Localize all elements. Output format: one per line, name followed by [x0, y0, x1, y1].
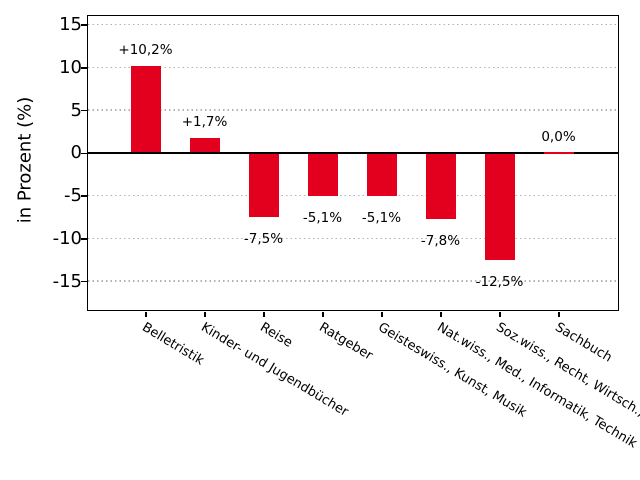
bar [425, 152, 456, 220]
gridline [87, 66, 618, 69]
y-tick-label: 0 [70, 142, 82, 164]
gridline [87, 237, 618, 240]
gridline [87, 109, 618, 111]
y-tick-mark [81, 152, 87, 155]
y-tick-mark [81, 67, 87, 69]
y-tick-label: -5 [64, 185, 82, 207]
value-label: 0,0% [541, 128, 576, 145]
y-tick-label: 5 [70, 99, 82, 121]
x-tick-mark [263, 311, 265, 317]
value-label: -5,1% [361, 210, 402, 227]
y-tick-mark [81, 109, 87, 112]
y-tick-mark [81, 280, 87, 283]
x-tick-mark [440, 311, 442, 317]
y-tick-label: 10 [59, 56, 82, 78]
y-tick-mark [81, 195, 87, 197]
value-label: -7,5% [243, 230, 284, 247]
x-tick-mark [204, 311, 206, 317]
x-tick-mark [381, 311, 383, 317]
plot-area: +10,2% +1,7% -7,5% -5,1% -5,1% -7,8% -12,5% 0,0… [86, 14, 619, 311]
gridline [87, 194, 618, 197]
y-tick-mark [81, 24, 87, 26]
x-tick-mark [558, 311, 560, 317]
bar [248, 152, 279, 217]
value-label: -7,8% [420, 233, 461, 250]
x-tick-mark [145, 311, 147, 317]
bar [307, 152, 338, 197]
y-tick-label: -10 [52, 227, 82, 249]
x-tick-label: Reise [257, 319, 295, 351]
zero-axis-line [87, 152, 618, 154]
x-tick-label: Ratgeber [316, 319, 376, 364]
x-tick-mark [499, 311, 501, 317]
value-label: -12,5% [475, 273, 524, 290]
gridline [87, 280, 618, 282]
y-tick-label: 15 [59, 14, 82, 36]
x-tick-mark [322, 311, 324, 317]
y-tick-label: -15 [52, 270, 82, 292]
bar [543, 151, 574, 155]
bar [484, 152, 515, 260]
value-label: -5,1% [302, 210, 343, 227]
y-tick-mark [81, 238, 87, 240]
bar [189, 138, 220, 153]
value-label: +10,2% [118, 41, 173, 58]
value-label: +1,7% [181, 114, 228, 131]
x-tick-label: Belletristik [139, 319, 207, 368]
gridline [87, 23, 618, 26]
bar [366, 152, 397, 197]
bar [130, 65, 161, 153]
